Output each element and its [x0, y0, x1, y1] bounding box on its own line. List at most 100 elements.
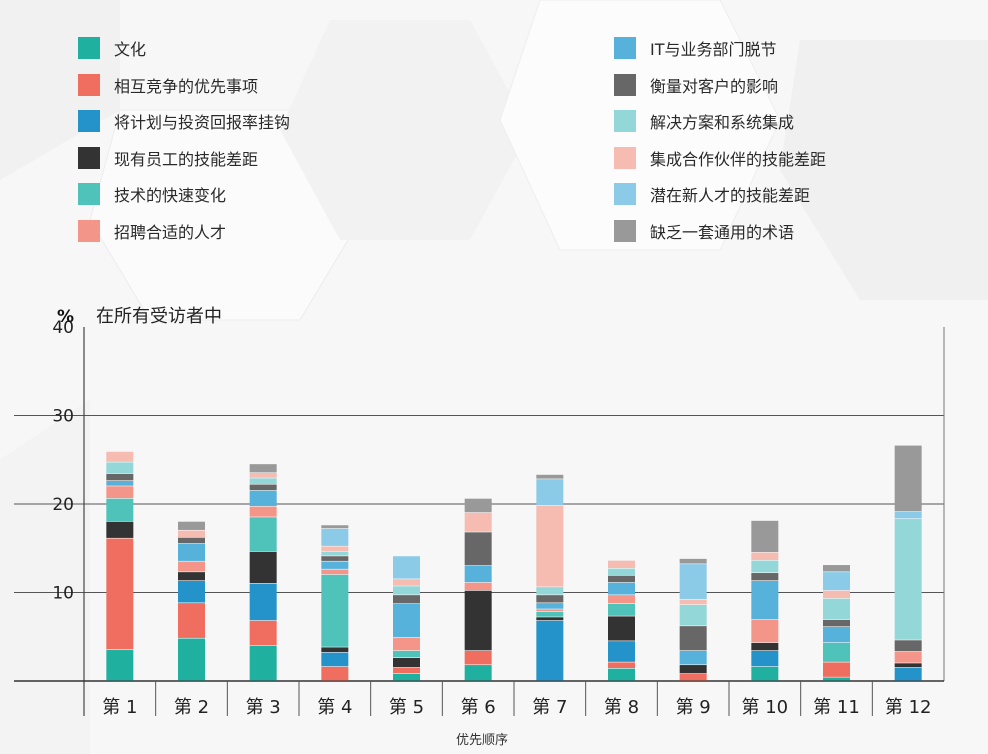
bar-segment [894, 511, 922, 519]
bar-segment [536, 479, 564, 506]
bar-segment [679, 673, 707, 681]
legend-label: 将计划与投资回报率挂钩 [114, 113, 291, 132]
bar-segment [823, 619, 850, 627]
legend-label: 招聘合适的人才 [114, 222, 227, 242]
bar-segment [894, 667, 922, 681]
legend-swatch [78, 146, 100, 169]
bar-segment [751, 650, 779, 667]
bar-segment [823, 565, 850, 572]
x-tick-label: 第 11 [813, 697, 860, 718]
bar-segment [679, 604, 707, 626]
bar-segment [464, 665, 492, 681]
bar-segment [894, 663, 922, 668]
bar-segment [321, 569, 349, 575]
bar-segment [178, 530, 205, 538]
bar-segment [823, 642, 850, 662]
x-tick-label: 第 12 [885, 697, 932, 718]
legend-item: IT与业务部门脱节 [614, 36, 777, 60]
bar-segment [321, 551, 349, 556]
legend-swatch [78, 110, 100, 132]
legend-item: 将计划与投资回报率挂钩 [78, 109, 290, 133]
legend-label: 解决方案和系统集成 [650, 113, 795, 132]
bar-segment [536, 611, 564, 617]
legend-label: 衡量对客户的影响 [650, 76, 779, 96]
bar-segment [894, 640, 922, 652]
bar-segment [106, 538, 134, 650]
bar-segment [464, 565, 492, 583]
bar-segment [464, 532, 492, 566]
x-tick-label: 第 10 [742, 697, 789, 718]
bar-segment [321, 574, 349, 647]
x-tick-label: 第 6 [461, 697, 496, 718]
bar-segment [679, 650, 707, 665]
bar-layer [106, 445, 922, 681]
bar-segment [823, 598, 850, 620]
bar-segment [608, 668, 635, 681]
bar-segment [536, 587, 564, 595]
bar-segment [178, 561, 205, 572]
bar-segment [751, 560, 779, 573]
bar-segment [894, 651, 922, 663]
bar-segment [608, 568, 635, 576]
bar-segment [393, 579, 420, 586]
bar-segment [249, 464, 277, 473]
bar-segment [536, 595, 564, 603]
bar-segment [823, 627, 850, 643]
bar-segment [249, 506, 277, 517]
bar-segment [679, 558, 707, 564]
bar-segment [393, 650, 420, 658]
bar-segment [608, 604, 635, 616]
legend-item: 现有员工的技能差距 [78, 146, 258, 170]
bar-segment [608, 641, 635, 662]
bar-segment [178, 521, 205, 530]
bar-segment [249, 517, 277, 552]
x-tick-label: 第 9 [676, 697, 711, 718]
bar-segment [823, 662, 850, 677]
bar-segment [751, 666, 779, 681]
bar-segment [823, 590, 850, 599]
legend-item: 解决方案和系统集成 [614, 109, 794, 133]
bar-segment [249, 620, 277, 645]
chart-subtitle: 在所有受访者中 [96, 306, 222, 327]
legend-swatch [614, 146, 636, 169]
bar-segment [608, 560, 635, 569]
bar-segment [608, 582, 635, 595]
y-unit-label: % [57, 307, 74, 327]
legend-item: 潜在新人才的技能差距 [614, 182, 810, 206]
legend-swatch [614, 183, 636, 205]
bar-segment [536, 609, 564, 612]
legend-swatch [78, 183, 100, 205]
legend-label: 现有员工的技能差距 [114, 149, 259, 169]
x-tick-label: 第 5 [389, 697, 424, 718]
bar-segment [321, 666, 349, 681]
bar-segment [178, 543, 205, 561]
legend-item: 技术的快速变化 [78, 182, 226, 206]
bar-segment [249, 478, 277, 484]
bar-segment [178, 638, 205, 681]
bar-segment [464, 498, 492, 513]
legend-label: 技术的快速变化 [114, 186, 227, 205]
bar-segment [249, 583, 277, 621]
bar-segment [751, 552, 779, 561]
legend-label: 集成合作伙伴的技能差距 [650, 149, 827, 169]
legend-swatch [614, 219, 636, 242]
y-tick-label: 20 [52, 495, 74, 515]
bar-segment [393, 667, 420, 674]
bar-segment [536, 474, 564, 479]
bar-segment [894, 445, 922, 512]
legend-item: 招聘合适的人才 [78, 219, 226, 243]
bar-segment [608, 575, 635, 583]
bar-segment [249, 473, 277, 478]
legend-swatch [614, 37, 636, 59]
bar-segment [106, 462, 134, 474]
bar-segment [679, 599, 707, 605]
bar-segment [751, 573, 779, 581]
bar-segment [536, 505, 564, 587]
legend-label: 文化 [114, 40, 147, 59]
legend-swatch [614, 110, 636, 132]
bar-segment [823, 677, 850, 681]
bar-segment [106, 473, 134, 481]
legend-item: 集成合作伙伴的技能差距 [614, 146, 826, 170]
bar-segment [608, 662, 635, 669]
bar-segment [393, 586, 420, 595]
